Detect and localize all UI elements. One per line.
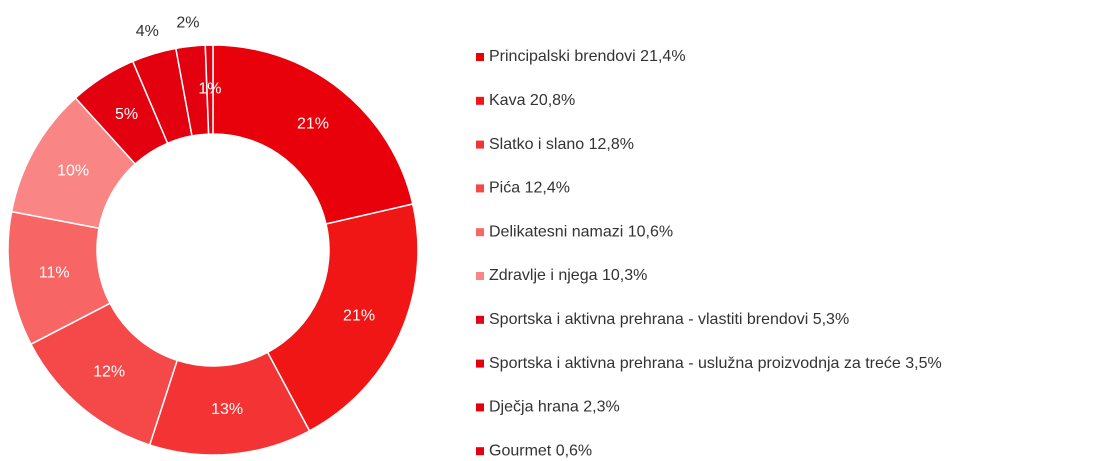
legend-label: Slatko i slano 12,8% xyxy=(489,136,634,153)
legend-marker xyxy=(476,228,484,237)
legend-label: Dječja hrana 2,3% xyxy=(489,399,620,416)
legend-label: Sportska i aktivna prehrana - vlastiti b… xyxy=(489,311,849,328)
legend-marker xyxy=(476,359,484,368)
legend-label: Principalski brendovi 21,4% xyxy=(489,48,686,65)
slice-label: 1% xyxy=(198,81,221,98)
slice-label: 10% xyxy=(57,163,89,180)
legend-marker xyxy=(476,272,484,280)
donut-slice xyxy=(266,203,419,432)
legend-label: Kava 20,8% xyxy=(489,92,575,109)
legend-marker xyxy=(476,184,484,193)
legend-marker xyxy=(476,140,484,149)
slice-label: 12% xyxy=(93,364,125,381)
donut-slice xyxy=(212,44,414,225)
donut-slice xyxy=(204,44,214,135)
slice-label: 21% xyxy=(343,308,375,325)
legend-label: Gourmet 0,6% xyxy=(489,442,592,459)
slice-label: 13% xyxy=(211,401,243,418)
slice-label: 21% xyxy=(297,116,329,133)
legend-label: Pića 12,4% xyxy=(489,180,570,197)
slice-label: 11% xyxy=(39,264,70,281)
legend-label: Sportska i aktivna prehrana - uslužna pr… xyxy=(489,355,942,372)
legend-marker xyxy=(476,96,484,105)
legend-label: Delikatesni namazi 10,6% xyxy=(489,223,673,240)
legend-marker xyxy=(476,447,484,456)
legend-marker xyxy=(476,315,484,324)
slice-label: 4% xyxy=(136,23,159,40)
slice-label: 2% xyxy=(176,15,199,32)
slice-label: 5% xyxy=(115,106,138,123)
legend-marker xyxy=(476,53,484,61)
legend-marker xyxy=(476,403,484,412)
legend-label: Zdravlje i njega 10,3% xyxy=(489,267,647,284)
